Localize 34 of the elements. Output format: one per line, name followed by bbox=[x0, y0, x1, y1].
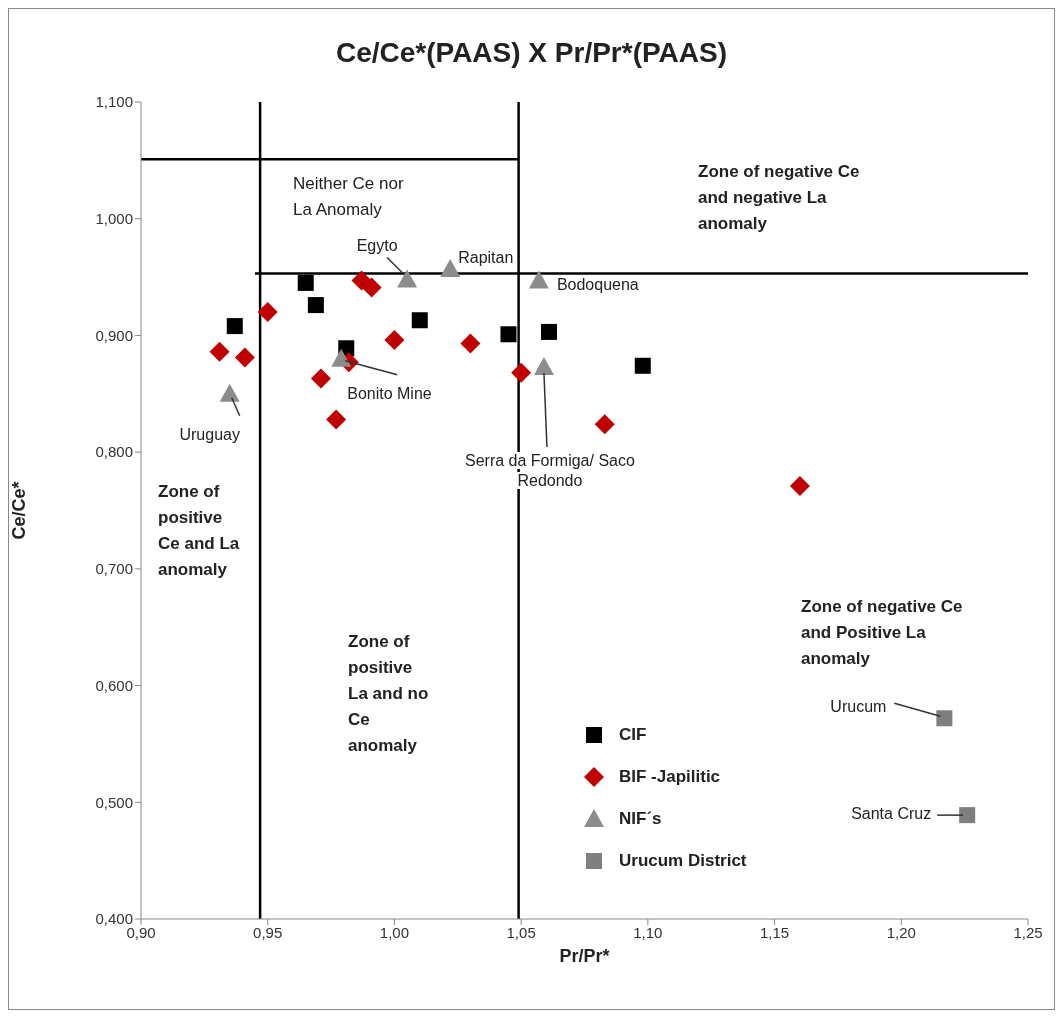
y-tick-label: 0,800 bbox=[95, 443, 133, 461]
y-tick-label: 0,500 bbox=[95, 793, 133, 811]
annotation: Zone of positive La and no Ce anomaly bbox=[348, 631, 430, 757]
y-tick-label: 0,600 bbox=[95, 676, 133, 694]
annotation: Serra da Formiga/ Saco Redondo bbox=[465, 451, 635, 489]
legend-label: Urucum District bbox=[619, 851, 747, 871]
x-tick-label: 1,05 bbox=[506, 923, 536, 941]
x-tick-label: 1,10 bbox=[633, 923, 663, 941]
x-tick-label: 1,00 bbox=[379, 923, 410, 941]
legend-label: CIF bbox=[619, 725, 647, 745]
annotation: Uruguay bbox=[179, 426, 240, 444]
annotation: Bonito Mine bbox=[347, 384, 432, 403]
annotation: Bodoquena bbox=[556, 275, 639, 293]
y-tick-label: 1,000 bbox=[95, 210, 133, 228]
chart-title: Ce/Ce*(PAAS) X Pr/Pr*(PAAS) bbox=[334, 37, 728, 69]
x-tick-label: 1,15 bbox=[759, 923, 790, 941]
annotation: Zone of negative Ce and negative La anomaly bbox=[698, 161, 861, 235]
annotation: Santa Cruz bbox=[851, 805, 932, 823]
y-tick-label: 1,100 bbox=[95, 93, 133, 111]
annotation: Rapitan bbox=[458, 249, 514, 267]
y-axis-title: Ce/Ce* bbox=[9, 481, 30, 540]
annotation: Zone of positive Ce and La anomaly bbox=[158, 481, 241, 581]
x-tick-label: 0,95 bbox=[253, 923, 283, 941]
annotation: Egyto bbox=[356, 236, 398, 254]
annotation: Urucum bbox=[830, 698, 887, 716]
x-tick-label: 1,25 bbox=[1013, 923, 1043, 941]
annotation: Neither Ce nor La Anomaly bbox=[293, 173, 405, 221]
legend-label: NIF´s bbox=[619, 809, 662, 829]
x-tick-label: 1,20 bbox=[886, 923, 916, 941]
x-axis-title: Pr/Pr* bbox=[559, 945, 610, 966]
legend-label: BIF -Japilitic bbox=[619, 767, 721, 787]
y-tick-label: 0,700 bbox=[95, 560, 133, 578]
y-tick-label: 0,900 bbox=[95, 326, 133, 344]
annotation: Zone of negative Ce and Positive La anomaly bbox=[801, 596, 964, 670]
